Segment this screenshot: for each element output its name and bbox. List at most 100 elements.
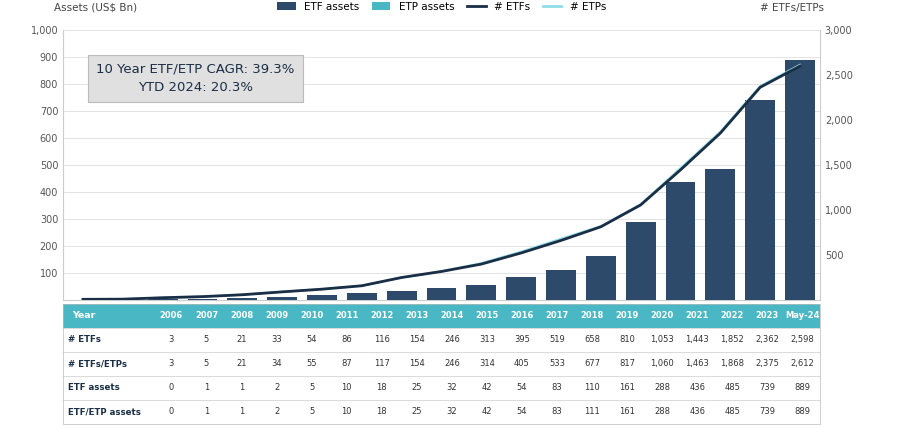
Text: 395: 395 [514, 335, 530, 345]
Text: 18: 18 [377, 383, 387, 392]
Text: 314: 314 [479, 359, 495, 369]
Bar [307, 295, 337, 300]
Text: 83: 83 [551, 383, 562, 392]
Bar [347, 293, 377, 300]
Text: 42: 42 [482, 407, 492, 416]
Text: 2012: 2012 [370, 311, 394, 321]
Text: 739: 739 [760, 383, 776, 392]
Text: 32: 32 [447, 383, 457, 392]
Text: 889: 889 [795, 407, 810, 416]
Text: 2020: 2020 [651, 311, 674, 321]
Bar [307, 295, 337, 300]
Text: 405: 405 [514, 359, 530, 369]
Bar [745, 100, 775, 300]
Text: 154: 154 [409, 335, 424, 345]
Text: 2: 2 [274, 407, 279, 416]
Bar [705, 169, 735, 300]
Bar [268, 297, 297, 300]
Text: 0: 0 [168, 407, 174, 416]
Bar [666, 182, 696, 300]
Text: 739: 739 [760, 407, 776, 416]
Text: 54: 54 [306, 335, 317, 345]
Text: 485: 485 [724, 407, 741, 416]
Text: 87: 87 [341, 359, 352, 369]
Text: 246: 246 [444, 335, 460, 345]
Text: 83: 83 [551, 407, 562, 416]
Legend: ETF assets, ETP assets, # ETFs, # ETPs: ETF assets, ETP assets, # ETFs, # ETPs [273, 0, 610, 16]
Text: 658: 658 [584, 335, 600, 345]
Bar [745, 100, 775, 300]
Bar [705, 169, 735, 300]
Bar [187, 299, 217, 300]
Text: 34: 34 [271, 359, 282, 369]
Text: 2016: 2016 [510, 311, 533, 321]
Text: 2019: 2019 [615, 311, 639, 321]
Bar [785, 60, 815, 300]
Text: 2: 2 [274, 383, 279, 392]
Text: 2,362: 2,362 [755, 335, 779, 345]
Text: 110: 110 [584, 383, 600, 392]
Text: ETF/ETP assets: ETF/ETP assets [68, 407, 141, 416]
Text: May-24: May-24 [785, 311, 820, 321]
Text: 436: 436 [689, 383, 705, 392]
Bar [586, 256, 615, 300]
Bar [467, 285, 496, 300]
Text: 246: 246 [444, 359, 460, 369]
Text: 485: 485 [724, 383, 741, 392]
Text: 677: 677 [584, 359, 600, 369]
Text: 21: 21 [236, 335, 247, 345]
Text: 2,612: 2,612 [790, 359, 815, 369]
Text: 33: 33 [271, 335, 282, 345]
Text: 116: 116 [374, 335, 389, 345]
Text: ETF assets: ETF assets [68, 383, 119, 392]
Text: 889: 889 [795, 383, 810, 392]
Text: 313: 313 [479, 335, 495, 345]
Text: 54: 54 [516, 407, 527, 416]
Bar [268, 297, 297, 300]
Text: 817: 817 [619, 359, 635, 369]
Bar [426, 288, 457, 300]
Bar [625, 222, 656, 300]
Bar [347, 293, 377, 300]
Bar [387, 291, 416, 300]
Bar [785, 60, 815, 300]
Text: 161: 161 [619, 407, 635, 416]
Text: 3: 3 [168, 335, 174, 345]
Text: Year: Year [72, 311, 96, 321]
Text: 10 Year ETF/ETP CAGR: 39.3%
YTD 2024: 20.3%: 10 Year ETF/ETP CAGR: 39.3% YTD 2024: 20… [96, 62, 295, 95]
Text: 288: 288 [654, 383, 670, 392]
Bar [227, 298, 258, 300]
Bar [387, 291, 416, 300]
Text: 519: 519 [549, 335, 565, 345]
Text: 10: 10 [341, 383, 352, 392]
Text: 2010: 2010 [300, 311, 323, 321]
Text: 1: 1 [239, 383, 244, 392]
Text: # ETFs/ETPs: # ETFs/ETPs [760, 3, 824, 13]
Text: 1: 1 [204, 407, 209, 416]
Text: # ETFs: # ETFs [68, 335, 101, 345]
Text: 3: 3 [168, 359, 174, 369]
Text: 2,598: 2,598 [790, 335, 815, 345]
Text: 436: 436 [689, 407, 705, 416]
Bar [467, 285, 496, 300]
Text: 2023: 2023 [756, 311, 779, 321]
Text: 154: 154 [409, 359, 424, 369]
Text: 117: 117 [374, 359, 389, 369]
Text: 25: 25 [412, 383, 422, 392]
Text: 2007: 2007 [195, 311, 218, 321]
Text: 42: 42 [482, 383, 492, 392]
Text: 2,375: 2,375 [755, 359, 779, 369]
Text: 1: 1 [239, 407, 244, 416]
Bar [506, 277, 536, 300]
Bar [546, 270, 576, 300]
Text: 1,463: 1,463 [686, 359, 709, 369]
Text: 2009: 2009 [265, 311, 288, 321]
Text: 2011: 2011 [335, 311, 359, 321]
Text: 2008: 2008 [230, 311, 253, 321]
Text: 5: 5 [204, 335, 209, 345]
Text: # ETFs/ETPs: # ETFs/ETPs [68, 359, 127, 369]
Bar [625, 222, 656, 300]
Bar [426, 288, 457, 300]
Text: 5: 5 [309, 383, 314, 392]
Text: 533: 533 [549, 359, 565, 369]
